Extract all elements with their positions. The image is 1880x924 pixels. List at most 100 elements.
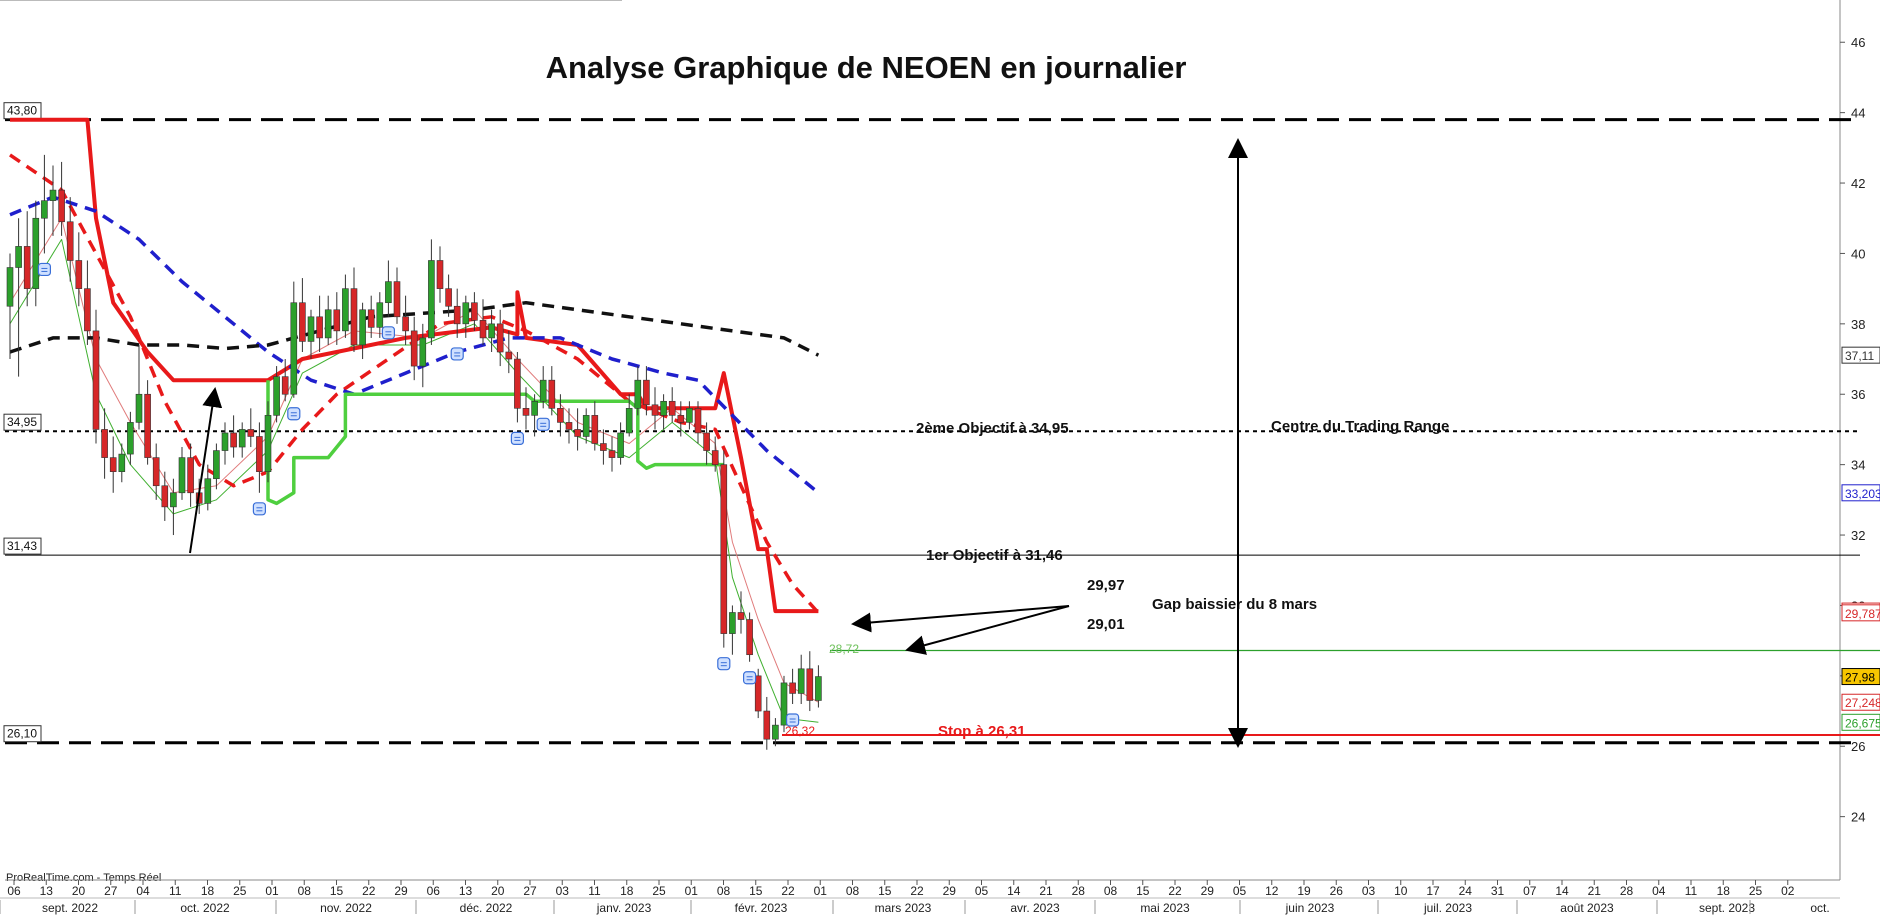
x-tick-label: 05 <box>1233 884 1247 898</box>
x-tick-label: 11 <box>588 884 601 898</box>
right-value-text: 27,98 <box>1845 671 1875 685</box>
candle-body <box>643 379 650 406</box>
candle <box>92 309 100 444</box>
candle <box>763 696 771 750</box>
candle <box>797 654 805 704</box>
right-value-box <box>1841 668 1880 686</box>
candle <box>462 295 470 338</box>
x-month-label: janv. 2023 <box>596 901 652 915</box>
x-tick-label: 11 <box>169 884 182 898</box>
candle <box>127 411 134 465</box>
candle-body <box>58 189 65 223</box>
candle <box>772 718 779 747</box>
event-marker-icon <box>37 262 52 277</box>
candle <box>135 344 143 430</box>
x-tick-label: 29 <box>943 884 957 898</box>
candle-body <box>514 358 521 409</box>
candle <box>221 422 229 465</box>
candle <box>264 401 272 483</box>
candle-body <box>505 351 513 360</box>
right-value-box <box>1841 693 1880 711</box>
candles-group <box>6 154 822 750</box>
right-value-label: 27,98 <box>1841 668 1880 686</box>
candle-body <box>445 288 452 307</box>
candle <box>15 218 22 377</box>
candle <box>84 260 91 345</box>
candle <box>789 668 796 704</box>
x-tick-label: 10 <box>1394 884 1408 898</box>
event-marker-icon <box>717 657 731 671</box>
event-marker-icon <box>536 417 550 431</box>
candle <box>273 366 280 423</box>
candle <box>729 605 736 655</box>
candle-body <box>711 450 719 465</box>
x-tick-label: 11 <box>1685 884 1698 898</box>
candle <box>41 154 48 254</box>
candle <box>754 668 762 719</box>
marker-box <box>381 326 395 340</box>
candle <box>393 267 401 324</box>
event-markers <box>37 262 800 727</box>
candle <box>720 450 728 648</box>
x-tick-label: 15 <box>749 884 763 898</box>
candle-body <box>324 309 332 339</box>
candle <box>281 359 289 402</box>
candle <box>496 309 504 367</box>
candle <box>668 387 676 423</box>
candle-body <box>152 457 160 487</box>
candle-body <box>75 260 83 289</box>
candle <box>651 387 659 430</box>
x-month-label: juil. 2023 <box>1423 901 1472 915</box>
candle <box>307 309 315 360</box>
horizontal-levels: 43,8034,9531,4326,1037,1133,20329,84029,… <box>3 102 1880 745</box>
candle-body <box>737 612 745 620</box>
right-value-text: 37,11 <box>1845 349 1874 363</box>
candle <box>514 352 521 423</box>
candle-body <box>350 288 358 346</box>
x-tick-label: 22 <box>781 884 795 898</box>
candle <box>187 443 194 507</box>
candle <box>49 165 57 236</box>
candle <box>118 443 126 483</box>
x-tick-label: 21 <box>1588 884 1602 898</box>
candle <box>32 200 40 307</box>
candle-body <box>410 330 418 367</box>
x-tick-label: 21 <box>1039 884 1053 898</box>
candle-body <box>797 668 805 694</box>
candle <box>290 281 298 398</box>
candle <box>385 260 392 317</box>
x-month-label: août 2023 <box>1560 901 1614 915</box>
candle <box>574 408 581 451</box>
y-tick-label: 42 <box>1851 176 1865 191</box>
x-month-label: oct. <box>1810 901 1829 915</box>
x-tick-label: 15 <box>330 884 344 898</box>
candle-body <box>281 376 289 395</box>
candle-body <box>161 485 169 508</box>
candle-body <box>574 429 581 437</box>
x-month-label: sept. 2022 <box>42 901 98 915</box>
candle-body <box>419 337 427 367</box>
x-tick-label: 01 <box>814 884 828 898</box>
gap-arrow-low <box>905 605 1070 655</box>
y-tick-label: 38 <box>1851 317 1865 332</box>
x-tick-label: 18 <box>620 884 634 898</box>
level-label-box <box>3 725 42 743</box>
candle <box>591 401 599 451</box>
candle-body <box>15 246 22 268</box>
y-tick-label: 24 <box>1851 810 1865 825</box>
x-tick-label: 14 <box>1007 884 1021 898</box>
candle <box>531 394 538 437</box>
candle-body <box>677 415 685 423</box>
event-marker-icon <box>510 431 524 445</box>
candle-body <box>6 267 14 307</box>
candle <box>471 292 478 331</box>
candle-body <box>333 309 341 332</box>
candle-body <box>539 379 547 402</box>
candle <box>170 478 177 536</box>
candle-body <box>230 432 237 448</box>
candle <box>419 323 427 388</box>
candle <box>703 422 710 465</box>
y-tick-label: 34 <box>1851 458 1865 473</box>
